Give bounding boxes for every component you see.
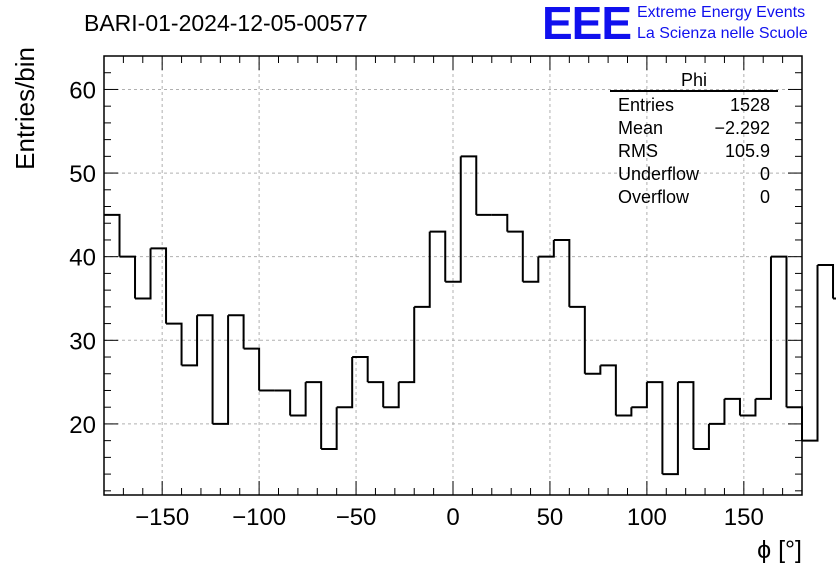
x-tick-label: 50 [537,504,564,531]
stats-label: Mean [618,118,664,138]
histogram-bin [553,238,571,307]
histogram-bin [724,397,741,416]
histogram-bin [569,305,586,374]
x-tick-label: 100 [627,504,667,531]
histogram-bin [305,381,323,450]
x-axis-label: ϕ [°] [757,536,802,564]
histogram-bin [770,255,788,408]
histogram-bin [693,423,710,451]
histogram-bin [197,314,214,424]
stats-row-rms: RMS 105.9 [610,140,778,163]
histogram-bin [119,255,137,299]
x-tick-label: −50 [336,504,377,531]
stats-label: RMS [618,141,658,161]
histogram-bin [414,231,431,308]
histogram-bin [584,365,602,375]
stats-label: Underflow [618,164,700,184]
histogram-bin [274,389,292,416]
histogram-bin [631,382,648,409]
x-tick-label: −100 [232,504,286,531]
histogram-bin [491,213,509,232]
stats-box: Phi Entries 1528 Mean −2.292 RMS 105.9 U… [610,70,778,209]
histogram-bin [104,213,121,257]
histogram-bin [150,247,168,324]
y-tick-label: 30 [69,328,96,355]
histogram-bin [615,407,633,417]
stats-title: Phi [610,70,778,92]
stats-row-overflow: Overflow 0 [610,186,778,209]
stats-row-mean: Mean −2.292 [610,117,778,140]
y-tick-label: 60 [69,77,96,104]
histogram-bin [460,155,478,215]
histogram-bin [429,230,447,282]
stats-value: 0 [759,164,770,184]
histogram-bin [802,265,819,442]
histogram-bin [522,256,540,283]
chart-title: BARI-01-2024-12-05-00577 [84,10,368,36]
histogram-bin [135,248,152,300]
y-axis-label: Entries/bin [10,47,40,170]
histogram-bin [321,407,338,451]
histogram-bin [646,381,664,475]
stats-value: 1528 [729,95,770,115]
histogram-bin [507,230,524,282]
histogram-bin [739,398,757,417]
histogram-bin [445,156,462,283]
histogram-bin [336,357,354,409]
histogram-bin [398,306,416,384]
histogram-bin [181,315,199,367]
stats-value: 0 [759,187,770,207]
y-tick-label: 40 [69,245,96,272]
histogram-bin [662,382,679,476]
y-tick-label: 20 [69,412,96,439]
histogram-bin [290,382,307,417]
histogram-bin [755,256,772,400]
stats-row-entries: Entries 1528 [610,94,778,117]
logo-line-1: Extreme Energy Events [637,4,806,21]
stats-row-underflow: Underflow 0 [610,163,778,186]
eee-logo: EEE [542,0,632,49]
histogram-bars [104,155,836,476]
ticks: −150 −100 −50 0 50 100 150 20 30 40 50 60 [69,55,803,531]
stats-label: Entries [618,95,675,115]
histogram-bin [677,381,695,450]
histogram-bin [212,315,230,425]
histogram-bin [367,381,385,408]
stats-value: 105.9 [724,141,770,161]
histogram-bin [352,356,369,383]
histogram-bin [228,314,245,349]
stats-value: −2.292 [714,118,770,138]
y-tick-label: 50 [69,161,96,188]
histogram-bin [243,347,261,391]
x-tick-label: −150 [135,504,189,531]
histogram-bin [383,382,400,409]
stats-label: Overflow [618,187,690,207]
histogram-bin [708,398,726,425]
logo-line-2: La Scienza nelle Scuole [637,25,808,42]
histogram-bin [600,364,617,416]
x-tick-label: 150 [724,504,764,531]
histogram-bin [817,264,835,299]
histogram-bin [538,239,555,258]
histogram-bin [166,322,183,366]
x-tick-label: 0 [446,504,459,531]
